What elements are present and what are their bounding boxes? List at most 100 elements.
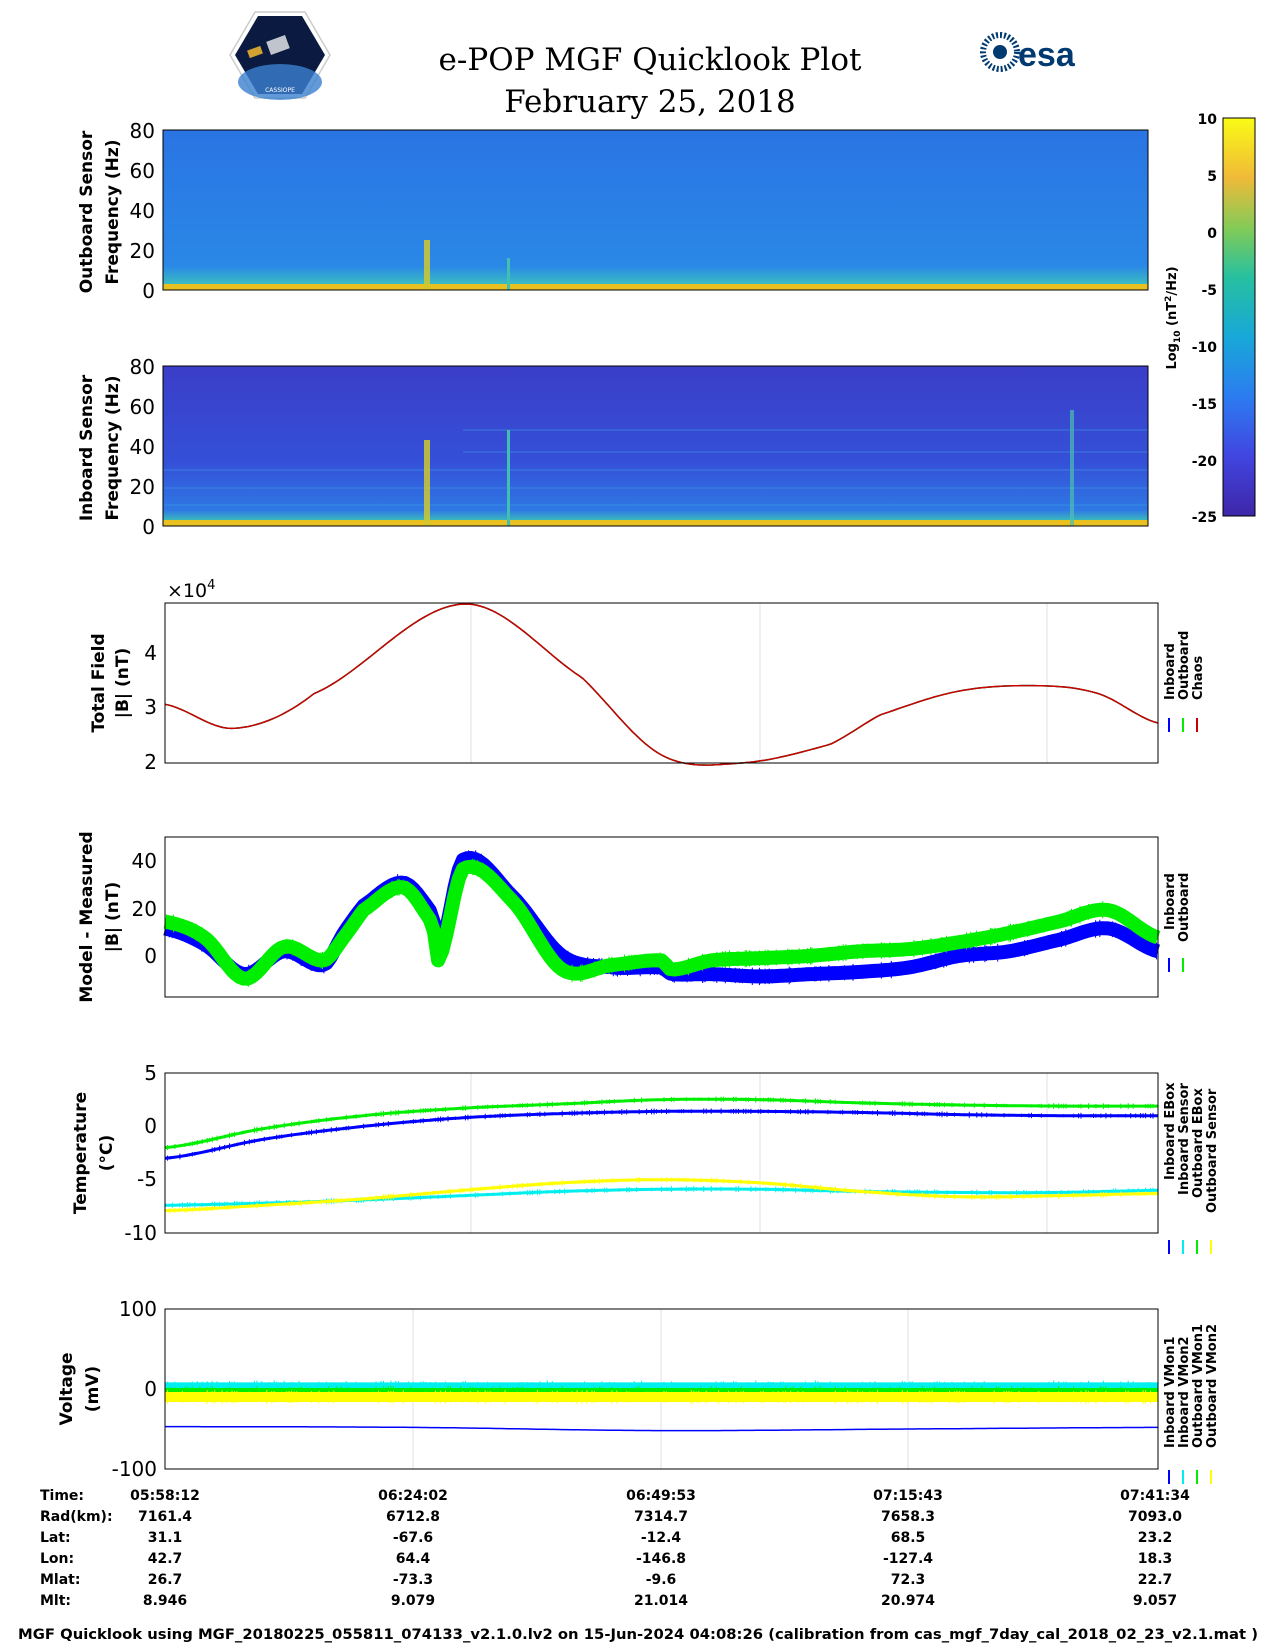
voltage-panel: 100 0 -100 Voltage (mV) Inboard VMon1 In… [57, 1297, 1220, 1484]
series-line-outboard-ebox [164, 1097, 1158, 1150]
cassiope-logo-text: CASSIOPE [265, 87, 295, 94]
temperature-legend: Inboard EBox Inboard Sensor Outboard EBo… [1163, 1082, 1220, 1254]
row-label-lon: Lon: [40, 1551, 74, 1567]
voltage-ylabel-1: Voltage [57, 1352, 77, 1425]
inboard-spectrogram-panel: 80 60 40 20 0 Inboard Sensor Frequency (… [77, 355, 1149, 539]
table-cell: 06:49:53 [626, 1488, 696, 1504]
temperature-ylabel-2: (°C) [97, 1135, 117, 1172]
table-cell: 7093.0 [1128, 1509, 1182, 1525]
ytick-label: 60 [130, 159, 155, 183]
ephemeris-column-2: 06:24:02 6712.8 -67.6 64.4 -73.3 9.079 [378, 1488, 448, 1609]
legend-entry: Inboard [1163, 643, 1178, 700]
total-field-ylabel-2: |B| (nT) [113, 648, 133, 719]
residual-panel: 40 20 0 Model - Measured |B| (nT) Inboar… [77, 831, 1192, 1002]
legend-entry: Outboard Sensor [1205, 1088, 1220, 1213]
inboard-spectrogram [163, 366, 1148, 526]
legend-entry: Inboard [1163, 873, 1178, 930]
legend-entry: Inboard VMon1 [1163, 1336, 1178, 1448]
legend-entry: Inboard VMon2 [1177, 1336, 1192, 1448]
series-line-inboard [164, 603, 1159, 766]
series-noise-outboard-sensor [164, 1177, 1159, 1214]
legend-entry: Outboard VMon2 [1205, 1324, 1220, 1448]
residual-legend: Inboard Outboard [1163, 873, 1192, 972]
residual-ylabel-2: |B| (nT) [103, 882, 123, 953]
series-line-inboard-vmon1 [165, 1425, 1158, 1432]
ytick-label: 20 [132, 897, 157, 921]
residual-plot-area [162, 850, 1161, 987]
voltage-plot-area [164, 1380, 1159, 1432]
total-field-gridlines [470, 603, 1048, 763]
voltage-yticks: 100 0 -100 [112, 1297, 157, 1481]
legend-entry: Outboard VMon1 [1191, 1324, 1206, 1448]
temperature-plot-area [164, 1096, 1159, 1214]
ytick-label: 40 [130, 199, 155, 223]
ephemeris-column-1: 05:58:12 7161.4 31.1 42.7 26.7 8.946 [130, 1488, 200, 1609]
outboard-spectrogram [163, 130, 1148, 290]
total-field-legend: Inboard Outboard Chaos [1163, 631, 1206, 732]
table-cell: 18.3 [1138, 1551, 1173, 1567]
legend-entry: Outboard [1177, 873, 1192, 942]
ytick-label: -5 [137, 1167, 157, 1191]
cassiope-logo: CASSIOPE [229, 11, 331, 100]
ytick-label: 80 [130, 355, 155, 379]
table-cell: 23.2 [1138, 1530, 1173, 1546]
table-cell: 05:58:12 [130, 1488, 200, 1504]
table-cell: -73.3 [393, 1572, 433, 1588]
total-field-plot-area [164, 603, 1159, 766]
temperature-ylabel-1: Temperature [71, 1092, 91, 1214]
table-cell: 64.4 [396, 1551, 431, 1567]
ytick-label: 60 [130, 395, 155, 419]
ephemeris-table: Time: Rad(km): Lat: Lon: Mlat: Mlt: 05:5… [40, 1488, 1190, 1609]
table-cell: -127.4 [883, 1551, 933, 1567]
table-cell: 07:41:34 [1120, 1488, 1190, 1504]
colorbar-tick: 0 [1207, 226, 1217, 242]
ytick-label: 0 [142, 515, 155, 539]
row-label-rad: Rad(km): [40, 1509, 113, 1525]
inboard-burst-2 [507, 430, 510, 526]
table-cell: 9.079 [391, 1593, 435, 1609]
ytick-label: 3 [144, 695, 157, 719]
ytick-label: 5 [144, 1061, 157, 1085]
row-label-lat: Lat: [40, 1530, 71, 1546]
colorbar-tick: 5 [1207, 169, 1217, 185]
outboard-spectrogram-panel: 80 60 40 20 0 Outboard Sensor Frequency … [77, 119, 1149, 303]
voltage-ylabel-2: (mV) [83, 1366, 103, 1412]
title-line-2: February 25, 2018 [504, 84, 796, 120]
colorbar-tick: -20 [1192, 454, 1218, 470]
ytick-label: 2 [144, 750, 157, 774]
total-field-yticks: 4 3 2 [144, 641, 157, 774]
temperature-panel: 5 0 -5 -10 Temperature (°C) Inboard EBox… [71, 1061, 1220, 1254]
colorbar-tick: -10 [1192, 340, 1218, 356]
residual-yticks: 40 20 0 [132, 849, 157, 968]
outboard-ylabel-1: Outboard Sensor [77, 130, 97, 293]
table-cell: 6712.8 [386, 1509, 440, 1525]
title-line-1: e-POP MGF Quicklook Plot [439, 42, 862, 78]
temperature-gridlines [470, 1073, 1048, 1233]
table-cell: -67.6 [393, 1530, 433, 1546]
esa-logo-text: esa [1018, 36, 1076, 74]
total-field-ylabel-1: Total Field [89, 633, 109, 732]
row-label-mlt: Mlt: [40, 1593, 71, 1609]
series-line-inboard-ebox [164, 1109, 1158, 1160]
inboard-low-freq-band [163, 520, 1148, 526]
series-line-chaos [164, 603, 1159, 766]
table-cell: 8.946 [143, 1593, 187, 1609]
outboard-yticks: 80 60 40 20 0 [130, 119, 155, 303]
ytick-label: -10 [124, 1221, 157, 1245]
total-field-panel: ×104 4 3 2 Total Field |B| (nT) Inboard … [89, 578, 1206, 774]
row-label-time: Time: [40, 1488, 84, 1504]
table-cell: 7658.3 [881, 1509, 935, 1525]
footer-caption: MGF Quicklook using MGF_20180225_055811_… [18, 1627, 1258, 1643]
table-cell: 21.014 [634, 1593, 688, 1609]
table-cell: -12.4 [641, 1530, 682, 1546]
colorbar-tick: -5 [1201, 283, 1217, 299]
colorbar: 10 5 0 -5 -10 -15 -20 -25 Log10 (nT2/Hz) [1164, 112, 1256, 526]
ytick-label: 40 [130, 435, 155, 459]
inboard-ylabel-2: Frequency (Hz) [103, 375, 123, 520]
inboard-yticks: 80 60 40 20 0 [130, 355, 155, 539]
table-cell: 42.7 [148, 1551, 183, 1567]
esa-logo: esa [980, 32, 1076, 74]
outboard-burst [424, 240, 430, 290]
table-cell: 06:24:02 [378, 1488, 448, 1504]
ytick-label: 20 [130, 475, 155, 499]
